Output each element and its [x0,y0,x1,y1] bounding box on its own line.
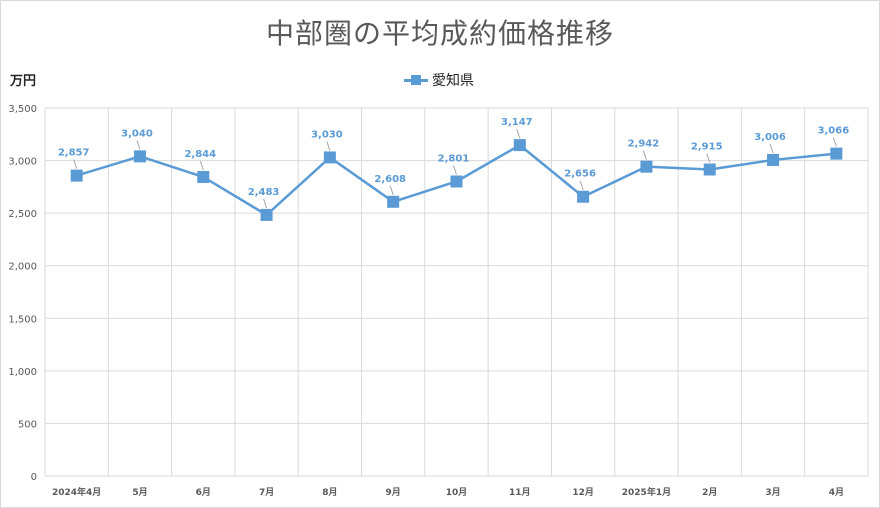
x-tick-label: 12月 [572,487,594,498]
x-tick-label: 9月 [386,487,401,498]
x-tick-label: 7月 [259,487,274,498]
x-tick-label: 6月 [196,487,211,498]
label-leader-line [516,128,521,139]
y-tick-label: 3,000 [8,157,37,168]
data-label: 3,147 [501,117,533,128]
y-tick-label: 3,500 [8,104,37,115]
data-point-marker [197,170,210,183]
y-tick-label: 500 [18,419,37,430]
label-leader-line [579,180,584,190]
label-leader-line [832,137,837,147]
data-label: 3,030 [311,129,343,140]
label-leader-line [326,141,331,151]
label-leader-line [642,150,647,160]
data-point-marker [70,169,83,182]
label-leader-line [136,140,141,150]
legend: 愛知県 [404,70,474,90]
data-label: 2,942 [628,139,660,150]
data-label: 2,656 [564,169,596,180]
chart-title: 中部圏の平均成約価格推移 [265,17,614,50]
label-leader-line [706,153,711,163]
data-point-marker [387,195,400,208]
y-tick-label: 2,000 [8,262,37,273]
x-tick-label: 10月 [446,487,468,498]
data-label: 2,844 [184,149,216,160]
y-tick-label: 1,000 [8,367,37,378]
data-label: 2,915 [691,142,723,153]
data-point-marker [450,175,463,188]
x-tick-label: 3月 [765,487,780,498]
y-axis-ticks: 0 500 1,000 1,500 2,000 2,500 3,000 3,500 [8,104,37,483]
x-tick-label: 2024年4月 [52,486,101,498]
data-label: 2,801 [438,153,470,164]
legend-marker-icon [404,73,428,87]
x-tick-label: 2025年1月 [622,486,671,498]
label-leader-line [769,143,774,154]
x-axis-ticks: 2024年4月 5月 6月 7月 8月 9月 10月 11月 12月 2025年1月 2月 3月 4月 [52,486,844,498]
label-leader-line [199,160,204,171]
series-layer [70,139,843,221]
x-tick-label: 5月 [132,487,147,498]
x-tick-label: 8月 [322,487,337,498]
x-tick-label: 4月 [829,487,844,498]
data-label: 3,066 [818,126,850,137]
y-tick-label: 2,500 [8,209,37,220]
data-labels: 2,857 3,040 2,844 2,483 3,030 2,608 2,801 3,147… [58,117,850,209]
data-point-marker [830,147,843,160]
y-axis-unit-label: 万円 [10,74,37,89]
label-leader-line [263,198,268,209]
data-point-marker [323,151,336,164]
data-label: 3,006 [754,132,786,143]
data-label: 3,040 [121,128,153,139]
data-point-marker [260,208,273,221]
label-leader-line [73,159,78,169]
data-point-marker [703,163,716,176]
data-point-marker [513,139,526,152]
label-leader-line [389,185,394,195]
y-tick-label: 1,500 [8,314,37,325]
x-tick-label: 2月 [702,487,717,498]
data-label: 2,608 [374,174,406,185]
y-tick-label: 0 [31,472,37,483]
data-point-marker [640,160,653,173]
legend-label: 愛知県 [432,73,474,89]
data-point-marker [767,153,780,166]
data-point-marker [133,150,146,163]
data-label: 2,857 [58,148,90,159]
data-point-marker [577,190,590,203]
data-label: 2,483 [248,187,280,198]
x-tick-label: 11月 [509,487,531,498]
label-leader-line [453,165,457,175]
